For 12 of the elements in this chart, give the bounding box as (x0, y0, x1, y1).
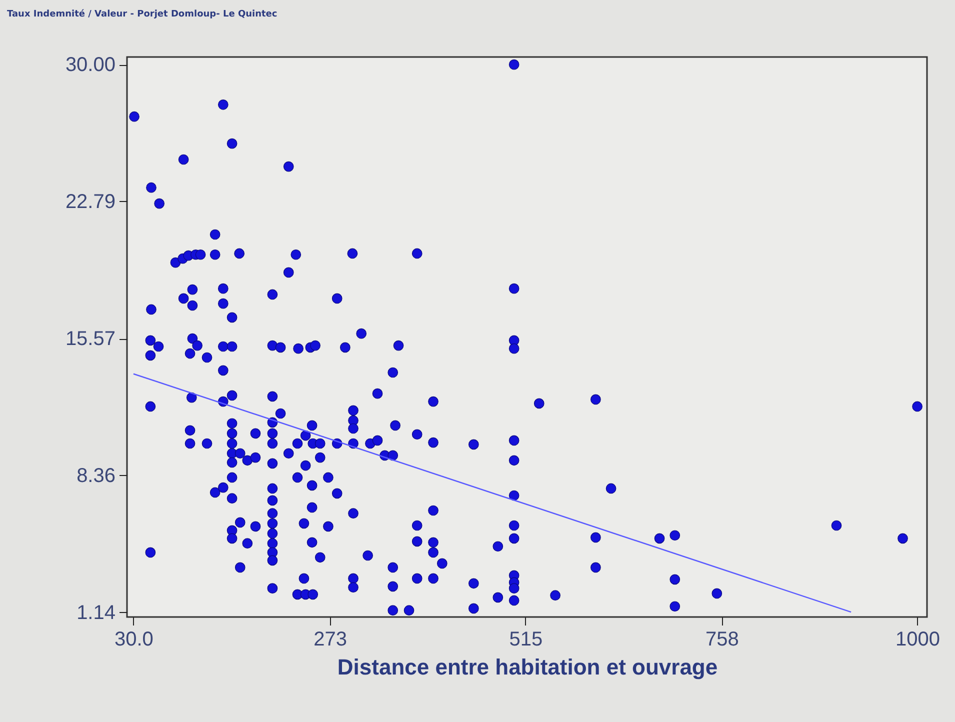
chart-title: Taux Indemnité / Valeur - Porjet Domloup- Le Quintec (7, 8, 278, 20)
x-tick-label: 30.0 (114, 628, 154, 650)
y-tick-label: 30.00 (65, 54, 116, 76)
y-tick-label: 22.79 (65, 190, 116, 213)
x-tick-label: 1000 (896, 628, 940, 650)
y-tick-label: 8.36 (76, 464, 116, 487)
x-tick-label: 273 (314, 628, 348, 650)
y-tick-label: 1.14 (76, 602, 116, 624)
x-tick-label: 515 (509, 628, 543, 650)
x-axis-title: Distance entre habitation et ouvrage (337, 654, 718, 680)
x-tick-label: 758 (706, 628, 739, 650)
y-tick-label: 15.57 (65, 328, 116, 350)
